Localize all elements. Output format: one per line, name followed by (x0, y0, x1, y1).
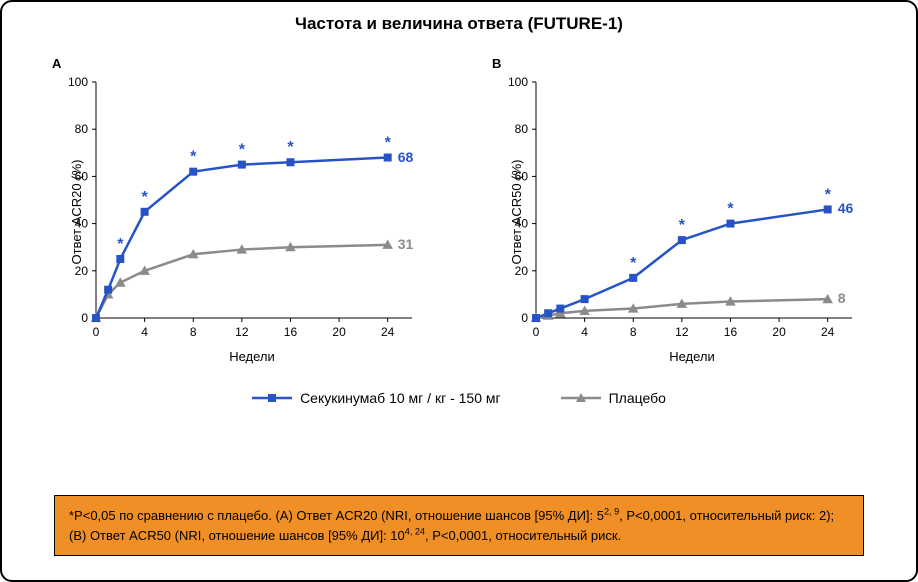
legend-placebo: Плацебо (561, 390, 666, 406)
legend-drug-label: Секукинумаб 10 мг / кг - 150 мг (300, 390, 501, 406)
legend: Секукинумаб 10 мг / кг - 150 мг Плацебо (2, 390, 916, 411)
svg-text:4: 4 (141, 325, 148, 339)
svg-text:16: 16 (724, 325, 738, 339)
square-marker-icon (252, 390, 292, 406)
svg-text:0: 0 (93, 325, 100, 339)
svg-text:0: 0 (533, 325, 540, 339)
footnote-box: *P<0,05 по сравнению с плацебо. (A) Отве… (54, 495, 864, 556)
svg-text:80: 80 (515, 122, 529, 136)
footnote-text: *P<0,05 по сравнению с плацебо. (A) Отве… (69, 508, 834, 543)
svg-text:24: 24 (381, 325, 395, 339)
series-end-label: 68 (398, 149, 414, 165)
svg-text:20: 20 (515, 264, 529, 278)
svg-text:*: * (385, 135, 392, 152)
svg-text:12: 12 (235, 325, 249, 339)
svg-text:0: 0 (521, 311, 528, 325)
svg-text:40: 40 (75, 217, 89, 231)
svg-text:60: 60 (515, 169, 529, 183)
svg-text:*: * (117, 236, 124, 253)
triangle-marker-icon (561, 390, 601, 406)
svg-text:*: * (239, 142, 246, 159)
panel-b-svg: 0 20 40 60 80 100 0 4 8 12 16 20 24 * * * * (492, 62, 892, 362)
svg-text:16: 16 (284, 325, 298, 339)
svg-text:100: 100 (508, 75, 528, 89)
main-title: Частота и величина ответа (FUTURE-1) (2, 14, 916, 34)
legend-placebo-label: Плацебо (609, 390, 666, 406)
svg-text:80: 80 (75, 122, 89, 136)
series-end-label: 8 (838, 290, 846, 306)
svg-text:*: * (190, 149, 197, 166)
svg-text:*: * (679, 217, 686, 234)
svg-text:100: 100 (68, 75, 88, 89)
svg-text:24: 24 (821, 325, 835, 339)
svg-text:0: 0 (81, 311, 88, 325)
svg-text:*: * (630, 255, 637, 272)
svg-text:*: * (141, 189, 148, 206)
panel-b: B Ответ ACR50 (%) 0204060801000481216202… (492, 62, 892, 362)
legend-drug: Секукинумаб 10 мг / кг - 150 мг (252, 390, 501, 406)
svg-text:4: 4 (581, 325, 588, 339)
panel-a-svg: 0 20 40 60 80 100 0 4 8 12 16 20 24 * * * * * * (52, 62, 452, 362)
svg-text:8: 8 (630, 325, 637, 339)
panel-a: A Ответ ACR20 (%) 0204060801000481216202… (52, 62, 452, 362)
svg-text:*: * (727, 201, 734, 218)
panel-b-xlabel: Недели (492, 349, 892, 364)
svg-text:40: 40 (515, 217, 529, 231)
svg-text:20: 20 (772, 325, 786, 339)
svg-text:20: 20 (75, 264, 89, 278)
svg-text:8: 8 (190, 325, 197, 339)
svg-text:20: 20 (332, 325, 346, 339)
series-end-label: 31 (398, 236, 414, 252)
svg-text:60: 60 (75, 169, 89, 183)
series-end-label: 46 (838, 200, 854, 216)
svg-text:12: 12 (675, 325, 689, 339)
panel-a-xlabel: Недели (52, 349, 452, 364)
chart-frame: Частота и величина ответа (FUTURE-1) A О… (0, 0, 918, 582)
svg-text:*: * (287, 139, 294, 156)
svg-text:*: * (825, 186, 832, 203)
